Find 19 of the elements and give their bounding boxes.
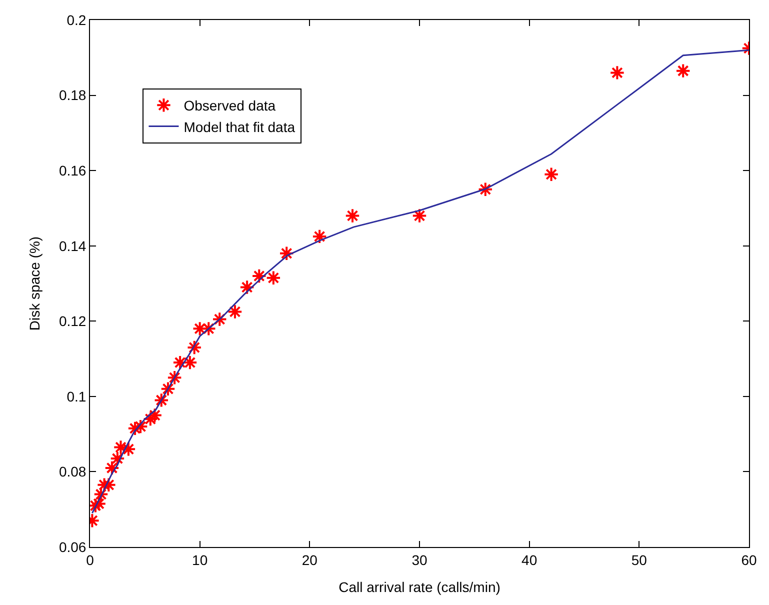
y-tick-label: 0.2: [66, 12, 86, 28]
x-axis-title: Call arrival rate (calls/min): [338, 579, 500, 596]
y-tick-label: 0.06: [58, 538, 86, 555]
y-tick-label: 0.12: [58, 313, 86, 330]
y-tick-label: 0.1: [66, 388, 86, 404]
y-tick-label: 0.16: [58, 162, 86, 178]
x-tick-label: 10: [192, 552, 208, 568]
legend-label: Observed data: [184, 98, 276, 114]
y-tick-label: 0.18: [58, 87, 86, 104]
x-tick-label: 20: [302, 552, 318, 568]
y-tick-label: 0.14: [58, 238, 86, 254]
x-tick-label: 60: [741, 552, 757, 568]
x-tick-label: 0: [86, 552, 94, 568]
y-axis-title: Disk space (%): [26, 236, 43, 331]
legend-label: Model that fit data: [184, 118, 296, 135]
x-tick-label: 30: [412, 552, 428, 568]
x-tick-label: 50: [631, 552, 648, 568]
y-tick-label: 0.08: [58, 464, 86, 480]
x-tick-label: 40: [522, 552, 538, 568]
